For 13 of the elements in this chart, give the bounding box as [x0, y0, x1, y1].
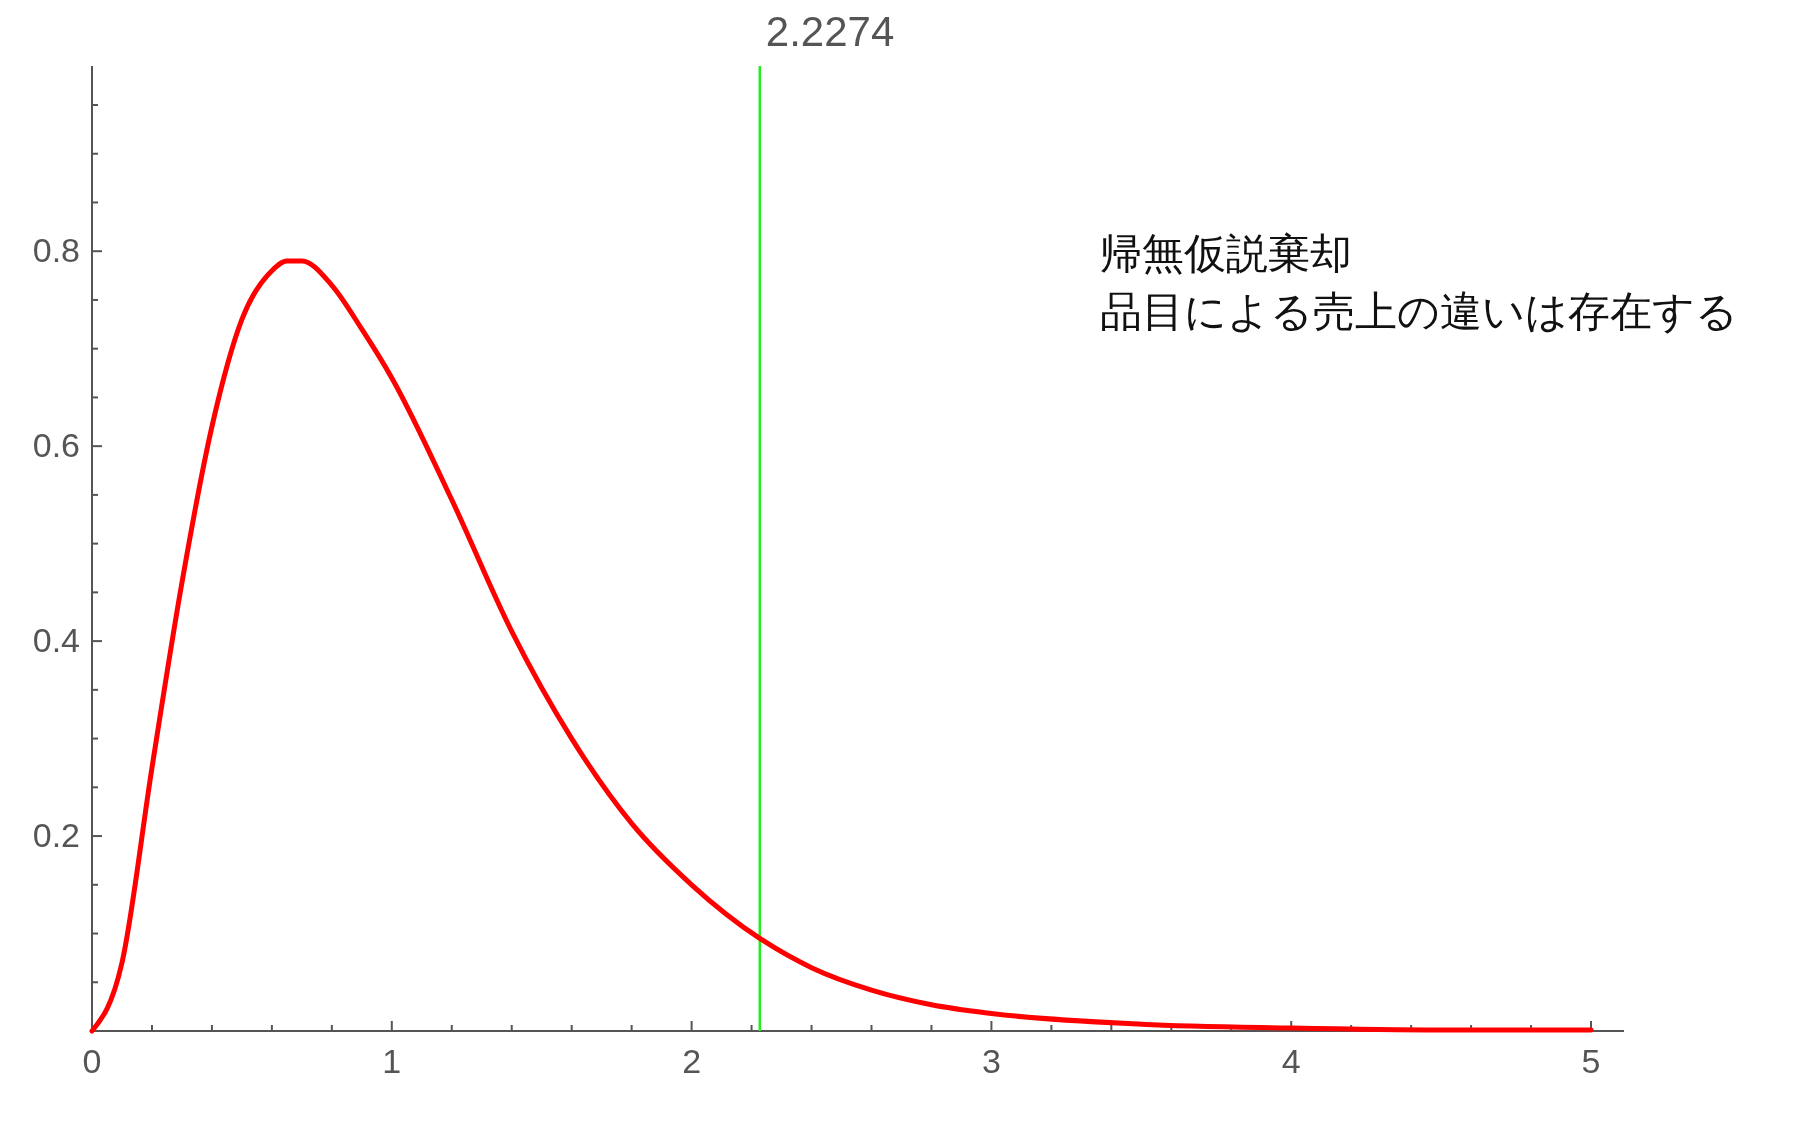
y-tick-label: 0.6	[32, 426, 80, 465]
x-tick-label: 0	[82, 1042, 102, 1080]
annotation: 品目による売上の違いは存在する	[1100, 287, 1738, 336]
y-tick-label: 0.8	[32, 231, 80, 270]
x-tick-label: 3	[981, 1042, 1001, 1080]
ref-line-label: 2.2274	[765, 8, 895, 55]
x-tick-label: 4	[1281, 1042, 1301, 1080]
x-tick-label: 1	[382, 1042, 402, 1080]
annotation: 帰無仮説棄却	[1100, 229, 1352, 278]
y-tick-label: 0.2	[32, 816, 80, 855]
x-tick-label: 5	[1581, 1042, 1601, 1080]
y-tick-label: 0.4	[32, 621, 80, 660]
x-tick-label: 2	[682, 1042, 702, 1080]
